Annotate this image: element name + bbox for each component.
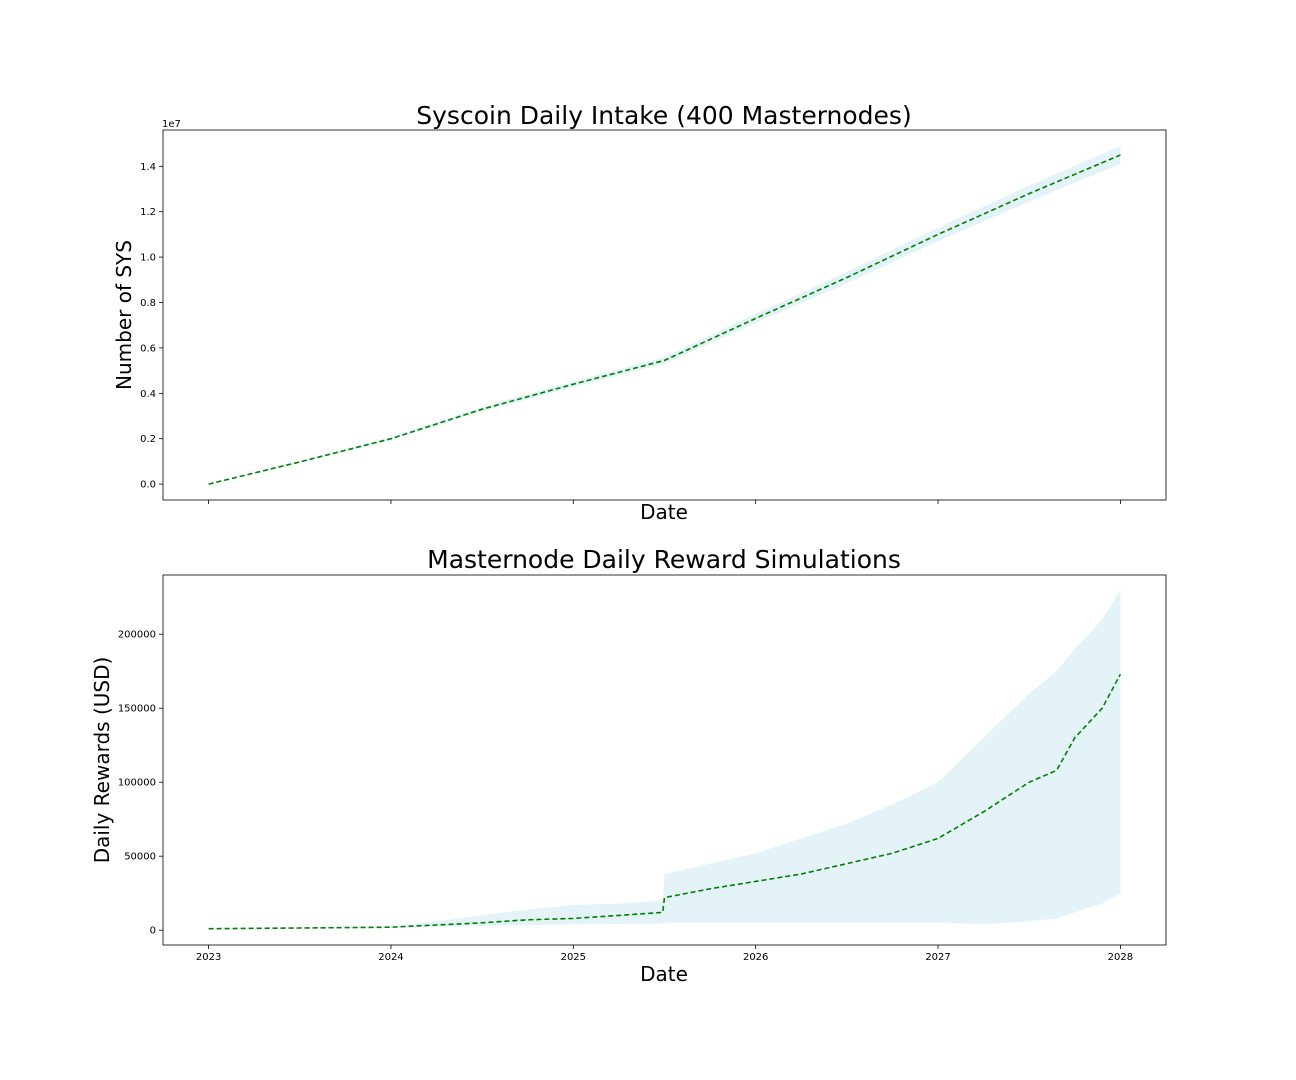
series-line bbox=[208, 154, 1121, 485]
x-tick-label: 2024 bbox=[378, 952, 403, 963]
x-axis-label: Date bbox=[640, 500, 688, 524]
y-tick-label: 0.2 bbox=[140, 434, 156, 445]
x-axis-label: Date bbox=[640, 962, 688, 986]
y-tick-label: 50000 bbox=[124, 852, 156, 863]
y-tick-label: 150000 bbox=[118, 704, 156, 715]
sys-intake-chart: Syscoin Daily Intake (400 Masternodes) 0… bbox=[112, 101, 1167, 524]
x-tick-label: 2026 bbox=[743, 952, 768, 963]
y-axis-offset-label: 1e7 bbox=[162, 119, 181, 130]
axes-frame bbox=[162, 129, 1167, 501]
y-tick-label: 1.2 bbox=[140, 207, 156, 218]
y-tick-label: 1.4 bbox=[140, 162, 156, 173]
plot-area bbox=[208, 589, 1122, 930]
x-tick-label: 2028 bbox=[1108, 952, 1133, 963]
x-tick-label: 2027 bbox=[925, 952, 950, 963]
reward-simulation-chart: Masternode Daily Reward Simulations 2023… bbox=[90, 545, 1167, 986]
x-tick-label: 2023 bbox=[196, 952, 221, 963]
y-tick-label: 0.0 bbox=[140, 480, 156, 491]
x-tick-label: 2025 bbox=[561, 952, 586, 963]
chart-title: Syscoin Daily Intake (400 Masternodes) bbox=[416, 101, 911, 130]
y-tick-label: 0.6 bbox=[140, 343, 156, 354]
confidence-band bbox=[208, 589, 1121, 929]
axes-frame bbox=[162, 574, 1167, 946]
y-axis-label: Daily Rewards (USD) bbox=[90, 657, 114, 864]
plot-area bbox=[208, 145, 1121, 485]
y-axis-label: Number of SYS bbox=[112, 240, 136, 390]
y-tick-label: 0.8 bbox=[140, 298, 156, 309]
series-line bbox=[208, 673, 1122, 930]
y-tick-label: 0.4 bbox=[140, 389, 156, 400]
y-tick-label: 1.0 bbox=[140, 253, 156, 264]
axis-ticks: 0.0 0.2 0.4 0.6 0.8 1.0 1.2 1.4 bbox=[140, 162, 1121, 504]
y-tick-label: 0 bbox=[150, 926, 156, 937]
axis-ticks: 2023 2024 2025 2026 2027 2028 0 50000 100000 1500… bbox=[118, 630, 1133, 963]
y-tick-label: 100000 bbox=[118, 778, 156, 789]
y-tick-label: 200000 bbox=[118, 630, 156, 641]
chart-title: Masternode Daily Reward Simulations bbox=[427, 545, 901, 574]
